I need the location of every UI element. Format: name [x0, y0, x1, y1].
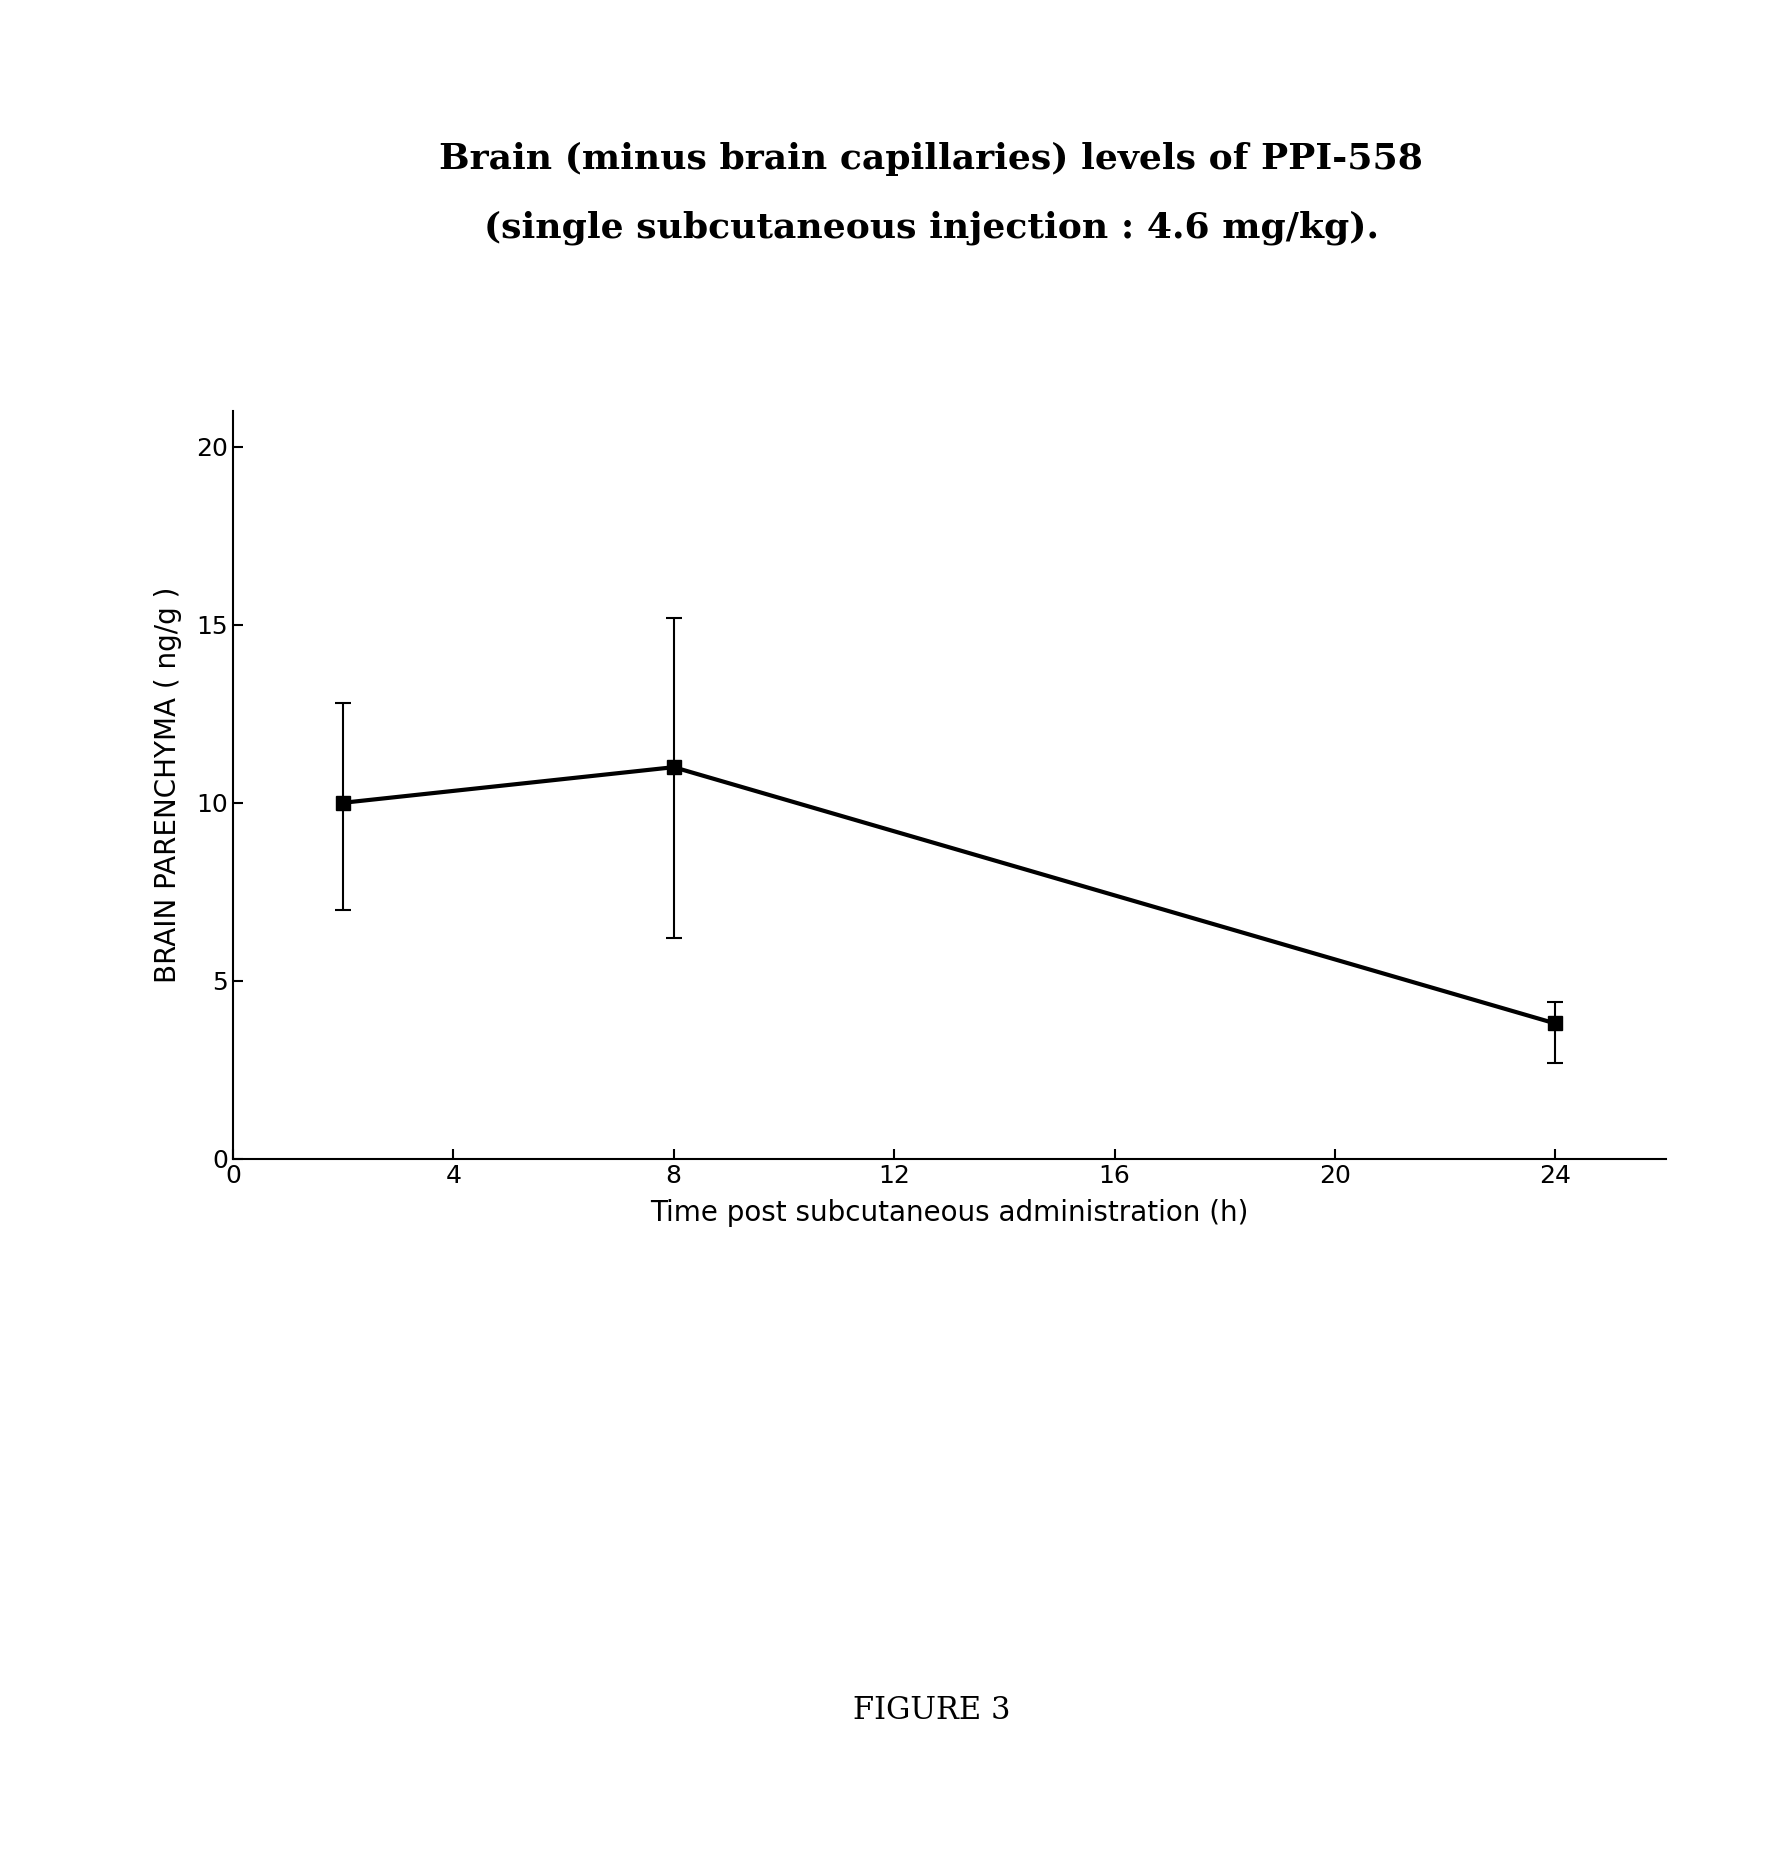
Y-axis label: BRAIN PARENCHYMA ( ng/g ): BRAIN PARENCHYMA ( ng/g ) [154, 587, 183, 983]
Text: Brain (minus brain capillaries) levels of PPI-558: Brain (minus brain capillaries) levels o… [439, 142, 1424, 176]
Text: (single subcutaneous injection : 4.6 mg/kg).: (single subcutaneous injection : 4.6 mg/… [484, 211, 1379, 245]
X-axis label: Time post subcutaneous administration (h): Time post subcutaneous administration (h… [650, 1198, 1248, 1226]
Text: FIGURE 3: FIGURE 3 [853, 1695, 1010, 1725]
